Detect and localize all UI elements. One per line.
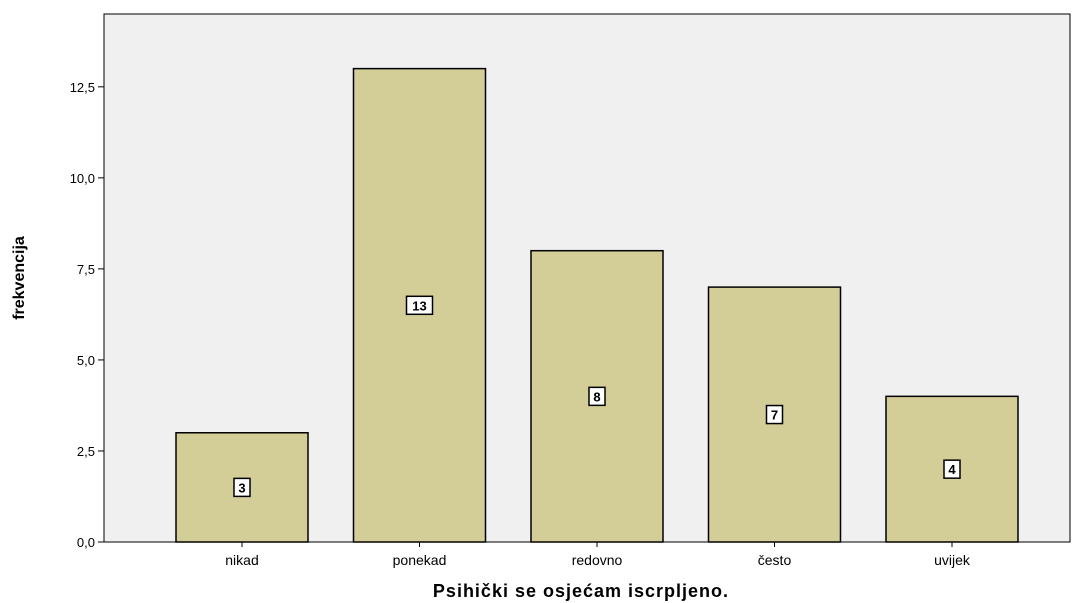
data-label-3: 8 — [593, 389, 600, 404]
data-label-box-2 — [405, 295, 434, 316]
data-label-5: 4 — [948, 462, 956, 477]
data-label-4: 7 — [771, 408, 778, 423]
y-axis: 0,0 2,5 5,0 7,5 10,0 12,5 — [70, 80, 104, 550]
data-label-box-4 — [765, 404, 784, 425]
y-axis-title: frekvencija — [11, 236, 28, 320]
data-label-2: 13 — [412, 298, 426, 313]
x-tick-label-5: uvijek — [934, 552, 971, 568]
y-tick-label-3: 5,0 — [77, 353, 95, 368]
x-tick-label-1: nikad — [225, 552, 258, 568]
y-tick-label-4: 7,5 — [77, 262, 95, 277]
y-tick-label-5: 10,0 — [70, 171, 95, 186]
data-label-box-3 — [588, 386, 606, 407]
x-tick-label-4: često — [758, 552, 792, 568]
x-axis: nikad ponekad redovno često uvijek — [225, 542, 971, 568]
y-tick-label-1: 0,0 — [77, 535, 95, 550]
x-tick-label-2: ponekad — [393, 552, 447, 568]
y-tick-label-6: 12,5 — [70, 80, 95, 95]
data-label-box-5 — [943, 459, 961, 479]
y-tick-label-2: 2,5 — [77, 444, 95, 459]
data-labels-group: 3 13 8 7 4 — [233, 295, 961, 498]
x-axis-title: Psihički se osjećam iscrpljeno. — [433, 581, 729, 601]
x-tick-label-3: redovno — [572, 552, 623, 568]
data-label-1: 3 — [238, 480, 245, 495]
data-label-box-1 — [233, 477, 251, 498]
